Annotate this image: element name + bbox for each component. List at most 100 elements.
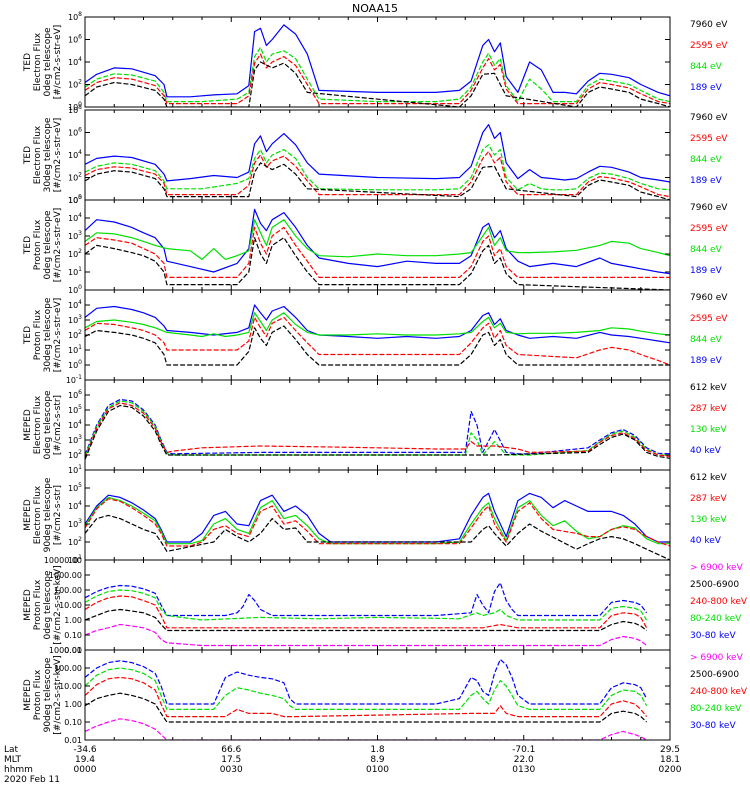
y-axis-label-line: 30deg telescope <box>43 117 53 192</box>
legend-entry-black: 7960 eV <box>690 203 728 213</box>
series-line-red <box>85 595 648 629</box>
y-tick-label: 104 <box>68 299 82 310</box>
y-axis-label-line: MEPED <box>23 409 33 441</box>
footer-row-label: hhmm <box>4 765 33 775</box>
y-tick-label: 104 <box>68 500 82 511</box>
legend-entry-red: 240-800 keV <box>690 597 748 607</box>
series-group <box>85 658 648 740</box>
footer-mlt-value: 18.1 <box>660 755 680 765</box>
legend-entry-blue: 30-80 keV <box>690 631 736 641</box>
legend-entry-red: 2595 eV <box>690 314 728 324</box>
legend-entry-green: 844 eV <box>690 155 723 165</box>
y-tick-label: 1000.00 <box>49 646 82 655</box>
y-tick-label: 100.00 <box>54 586 82 595</box>
panel-4: 10-1 100 101 102 103 104 TED Proton Flux 30deg t… <box>23 289 728 385</box>
y-tick-label: 108 <box>68 104 82 115</box>
legend-entry-red: 2595 eV <box>690 224 728 234</box>
legend-entry-blue: 40 keV <box>690 446 722 456</box>
y-axis-label-line: Electron Flux <box>33 125 43 184</box>
y-axis-label-line: MEPED <box>23 679 33 711</box>
series-line-red <box>85 151 670 198</box>
y-axis-label-line: [#/cm2-s-str] <box>53 395 63 455</box>
legend-entry-black: 7960 eV <box>690 293 728 303</box>
panel-8: 0.01 0.10 1.00 10.00 100.00 1000.00 MEPED Proto… <box>23 646 748 745</box>
series-line-green <box>85 589 648 621</box>
footer-hhmm-value: 0100 <box>366 765 389 775</box>
legend-entry-red: 2595 eV <box>690 41 728 51</box>
panel-2: 100 102 104 106 108 TED Electron Flux 30deg tel… <box>23 104 728 205</box>
series-line-magenta <box>85 623 647 647</box>
series-group <box>85 24 670 107</box>
y-tick-label: 103 <box>68 434 82 445</box>
y-axis-label-line: Proton Flux <box>33 669 43 720</box>
y-axis-label-line: TED <box>23 146 33 165</box>
legend-entry-green: 844 eV <box>690 62 723 72</box>
footer-lat-value: 1.8 <box>370 745 385 755</box>
y-axis-label-line: 0deg telescope <box>43 570 53 640</box>
panel-frame <box>84 379 671 471</box>
y-tick-label: 104 <box>68 212 82 223</box>
legend-entry-blue: 189 eV <box>690 176 723 186</box>
panel-1: 100 102 104 106 108 TED Electron Flux 0deg tele… <box>23 11 728 112</box>
legend-entry-black: 7960 eV <box>690 20 728 30</box>
series-group <box>85 304 670 366</box>
footer-hhmm-value: 0200 <box>659 765 682 775</box>
panel-frame <box>84 16 671 108</box>
series-line-blue <box>85 208 670 275</box>
series-line-black <box>85 692 648 723</box>
series-line-black <box>85 325 670 366</box>
y-tick-label: 102 <box>68 536 82 547</box>
series-group <box>85 398 670 460</box>
series-line-black <box>85 404 670 460</box>
footer-hhmm-value: 0130 <box>512 765 535 775</box>
footer-mlt-value: 17.5 <box>221 755 241 765</box>
panel-frame <box>84 649 671 741</box>
y-axis-label-line: Electron Flux <box>33 395 43 454</box>
y-axis-label-line: [#/cm2-s-str-keV] <box>53 655 63 734</box>
y-tick-label: 10-1 <box>66 374 82 385</box>
y-tick-label: 106 <box>68 389 82 400</box>
y-axis-label-line: MEPED <box>23 499 33 531</box>
legend-entry-black: 2500-6900 <box>690 670 739 680</box>
y-axis-label-line: TED <box>23 236 33 255</box>
footer-lat-value: -70.1 <box>512 745 535 755</box>
y-tick-label: 100 <box>68 359 82 370</box>
y-tick-label: 101 <box>68 344 82 355</box>
series-line-green <box>85 144 670 191</box>
series-line-green <box>85 667 648 710</box>
y-tick-label: 100.00 <box>54 664 82 673</box>
series-line-red <box>85 402 670 459</box>
series-line-black <box>85 514 670 560</box>
y-tick-label: 102 <box>68 329 82 340</box>
y-axis-label-line: [#/cm2-s-str-eV] <box>53 208 63 283</box>
series-line-blue <box>85 24 670 98</box>
series-group <box>85 492 670 560</box>
y-tick-label: 100 <box>68 194 82 205</box>
footer-lat-value: -34.6 <box>73 745 97 755</box>
y-axis-label-line: Proton Flux <box>33 309 43 360</box>
panel-7: 0.01 0.10 1.00 10.00 100.00 1000.00 10000.00 ME… <box>23 556 748 655</box>
series-line-black <box>85 61 670 107</box>
series-line-blue <box>85 398 670 456</box>
y-axis-label-line: Electron Flux <box>33 32 43 91</box>
series-line-green <box>85 46 670 103</box>
series-group <box>85 208 670 290</box>
y-tick-label: 104 <box>68 149 82 160</box>
legend-entry-red: 287 keV <box>690 404 727 414</box>
y-tick-label: 10.00 <box>59 682 82 691</box>
y-axis-label-line: Electron Flux <box>33 485 43 544</box>
y-tick-label: 0.01 <box>64 736 82 745</box>
y-tick-label: 105 <box>68 194 82 205</box>
series-line-black <box>85 237 670 290</box>
series-line-green <box>85 400 670 457</box>
panel-frame <box>84 199 671 291</box>
legend-entry-red: 287 keV <box>690 494 727 504</box>
y-tick-label: 100 <box>68 101 82 112</box>
series-group <box>85 124 670 200</box>
y-axis-label-line: MEPED <box>23 589 33 621</box>
panel-3: 100 101 102 103 104 105 TED Proton Flux 0deg tel… <box>23 194 728 295</box>
legend-entry-magenta: > 6900 keV <box>690 563 744 573</box>
series-line-green <box>85 312 670 338</box>
y-tick-label: 102 <box>68 79 82 90</box>
